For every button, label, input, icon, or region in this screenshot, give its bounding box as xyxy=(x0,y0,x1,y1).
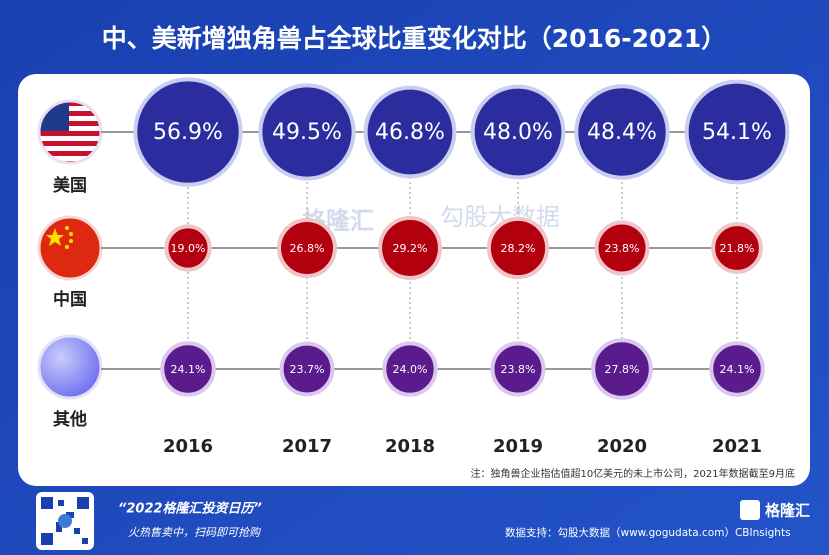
qr-pattern xyxy=(41,497,89,545)
bubble xyxy=(382,341,438,397)
bubble xyxy=(594,220,650,276)
bubble xyxy=(711,222,763,274)
x-tick-label: 2016 xyxy=(163,436,213,457)
data-label: 26.8% xyxy=(290,242,325,255)
legend-label: 中国 xyxy=(53,289,87,310)
source: 数据支持：勾股大数据（www.gogudata.com）CBInsights xyxy=(505,526,791,539)
data-label: 28.2% xyxy=(501,242,536,255)
bubble xyxy=(363,85,457,179)
bubble xyxy=(709,341,765,397)
data-label: 48.0% xyxy=(483,120,553,145)
logo-icon xyxy=(740,500,760,520)
x-tick-label: 2019 xyxy=(493,436,543,457)
data-label: 23.8% xyxy=(605,242,640,255)
data-label: 23.8% xyxy=(501,363,536,376)
data-label: 29.2% xyxy=(393,242,428,255)
data-label: 24.0% xyxy=(393,363,428,376)
data-label: 27.8% xyxy=(605,363,640,376)
data-label: 54.1% xyxy=(702,120,772,145)
x-tick-label: 2020 xyxy=(597,436,647,457)
other-icon xyxy=(37,334,103,400)
bubble xyxy=(279,341,335,397)
bubble xyxy=(133,77,243,187)
x-tick-label: 2018 xyxy=(385,436,435,457)
legend-label: 其他 xyxy=(53,409,87,430)
data-label: 21.8% xyxy=(720,242,755,255)
x-tick-label: 2017 xyxy=(282,436,332,457)
chart-title: 中、美新增独角兽占全球比重变化对比（2016-2021） xyxy=(102,24,727,53)
legend-label: 美国 xyxy=(53,175,87,196)
bubble xyxy=(591,338,653,400)
data-label: 24.1% xyxy=(720,363,755,376)
bubble xyxy=(470,84,566,180)
bubble xyxy=(378,216,442,280)
data-label: 24.1% xyxy=(171,363,206,376)
footer-tagline: 火热售卖中，扫码即可抢购 xyxy=(128,526,262,539)
bubble xyxy=(490,341,546,397)
data-label: 46.8% xyxy=(375,120,445,145)
note: 注：独角兽企业指估值超10亿美元的未上市公司，2021年数据截至9月底 xyxy=(470,467,795,480)
bubble xyxy=(277,218,337,278)
x-tick-label: 2021 xyxy=(712,436,762,457)
data-label: 23.7% xyxy=(290,363,325,376)
cn-flag xyxy=(39,217,101,279)
bubble xyxy=(258,83,356,181)
bubble xyxy=(574,84,670,180)
footer-headline: “2022格隆汇投资日历” xyxy=(118,501,262,517)
logo: 格隆汇 xyxy=(765,502,810,520)
data-label: 19.0% xyxy=(171,242,206,255)
bubble xyxy=(164,224,212,272)
data-label: 49.5% xyxy=(272,120,342,145)
bubble xyxy=(160,341,216,397)
bubble xyxy=(486,216,550,280)
data-label: 56.9% xyxy=(153,120,223,145)
bubble xyxy=(684,79,790,185)
data-label: 48.4% xyxy=(587,120,657,145)
